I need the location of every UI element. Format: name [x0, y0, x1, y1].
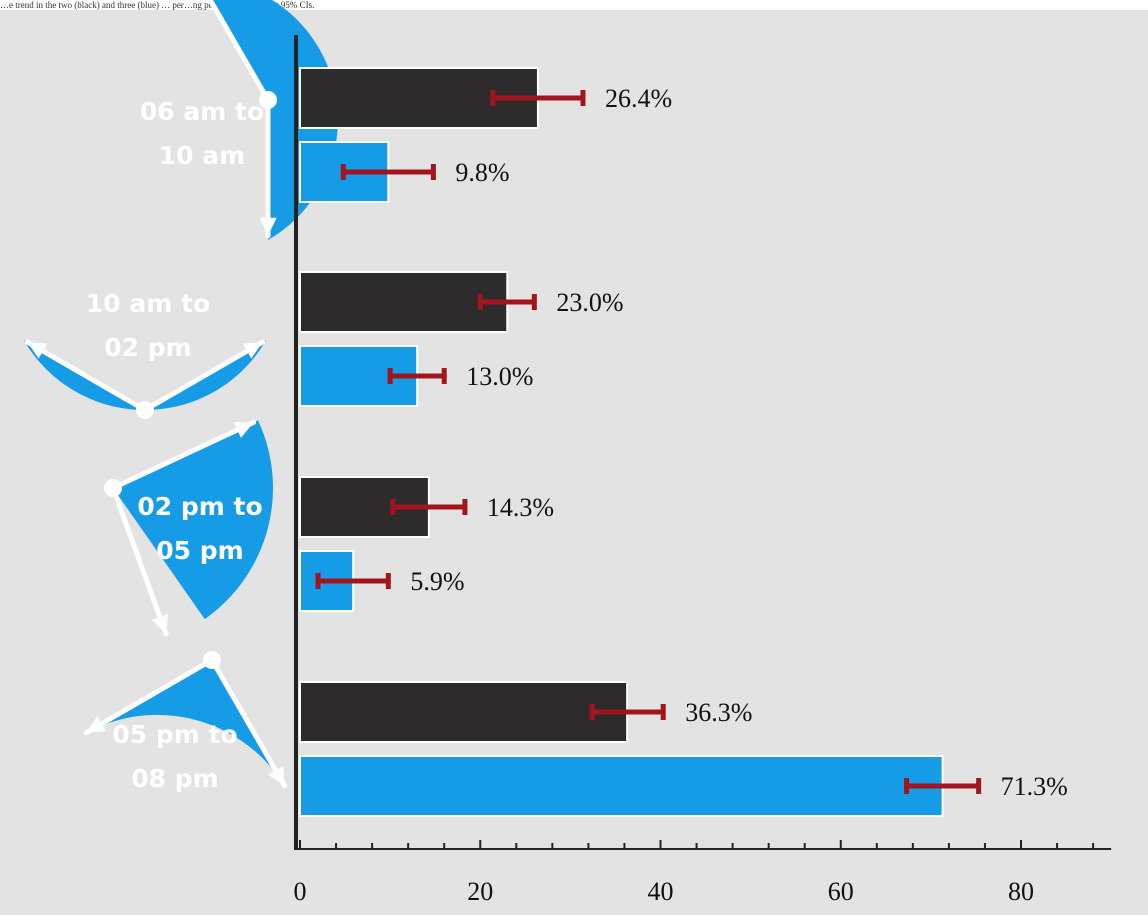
data-label: 5.9% — [410, 567, 464, 596]
x-tick-label: 60 — [828, 877, 854, 906]
clock-hand-icon — [24, 339, 148, 413]
clock-center-icon — [104, 479, 122, 497]
axes-layer: 0 20 40 60 80 — [294, 35, 1112, 906]
clock-center-icon — [259, 91, 277, 109]
data-label: 36.3% — [685, 698, 752, 727]
category-label: 08 pm — [131, 764, 218, 793]
clock-center-icon — [203, 651, 221, 669]
data-label: 9.8% — [455, 158, 509, 187]
error-bars-layer — [315, 90, 982, 794]
clock-arrowhead-icon — [233, 422, 254, 438]
clock-hand-icon — [209, 657, 288, 789]
x-tick-label: 80 — [1008, 877, 1034, 906]
category-label: 06 am to — [140, 97, 264, 126]
value-labels-layer: 26.4% 23.0% 14.3% 36.3% 9.8% 13.0% 5.9% 71.3% — [410, 84, 1067, 801]
clock-arrowhead-icon — [151, 613, 169, 634]
clock-hand-icon — [142, 339, 266, 413]
clock-sector-icon — [82, 660, 287, 790]
category-label: 02 pm to — [137, 492, 262, 521]
clock-hand-icon — [110, 419, 257, 491]
data-label: 26.4% — [605, 84, 672, 113]
category-label: 10 am — [159, 141, 245, 170]
clock-hand-icon — [110, 485, 169, 637]
category-label: 05 pm to — [112, 720, 237, 749]
clock-sector-icon — [23, 340, 267, 410]
clock-arrowhead-icon — [27, 342, 48, 359]
data-label: 14.3% — [487, 493, 554, 522]
x-tick-label: 40 — [648, 877, 674, 906]
category-label: 10 am to — [86, 289, 210, 318]
clock-arrowhead-icon — [242, 342, 263, 359]
data-label: 23.0% — [556, 288, 623, 317]
bar — [299, 755, 944, 817]
bars-layer — [299, 67, 944, 817]
category-label: 02 pm — [104, 333, 191, 362]
bar — [299, 271, 509, 333]
clock-arrowhead-icon — [85, 716, 106, 733]
bar — [299, 681, 629, 743]
data-label: 13.0% — [466, 362, 533, 391]
data-label: 71.3% — [1001, 772, 1068, 801]
x-tick-label: 20 — [467, 877, 493, 906]
clock-arrowhead-icon — [259, 217, 277, 236]
clock-hand-icon — [83, 657, 215, 736]
x-tick-label: 0 — [294, 877, 307, 906]
clock-arrowhead-icon — [201, 0, 206, 3]
clock-hand-icon — [207, 0, 271, 103]
category-label: 05 pm — [156, 536, 243, 565]
clock-arrowhead-icon — [268, 766, 285, 787]
clock-center-icon — [136, 401, 154, 419]
clock-icons: 06 am to 10 am 10 am to 02 pm 02 pm to 05 pm 0… — [23, 0, 338, 793]
figure-caption: …e trend in the two (black) and three (b… — [0, 0, 315, 10]
